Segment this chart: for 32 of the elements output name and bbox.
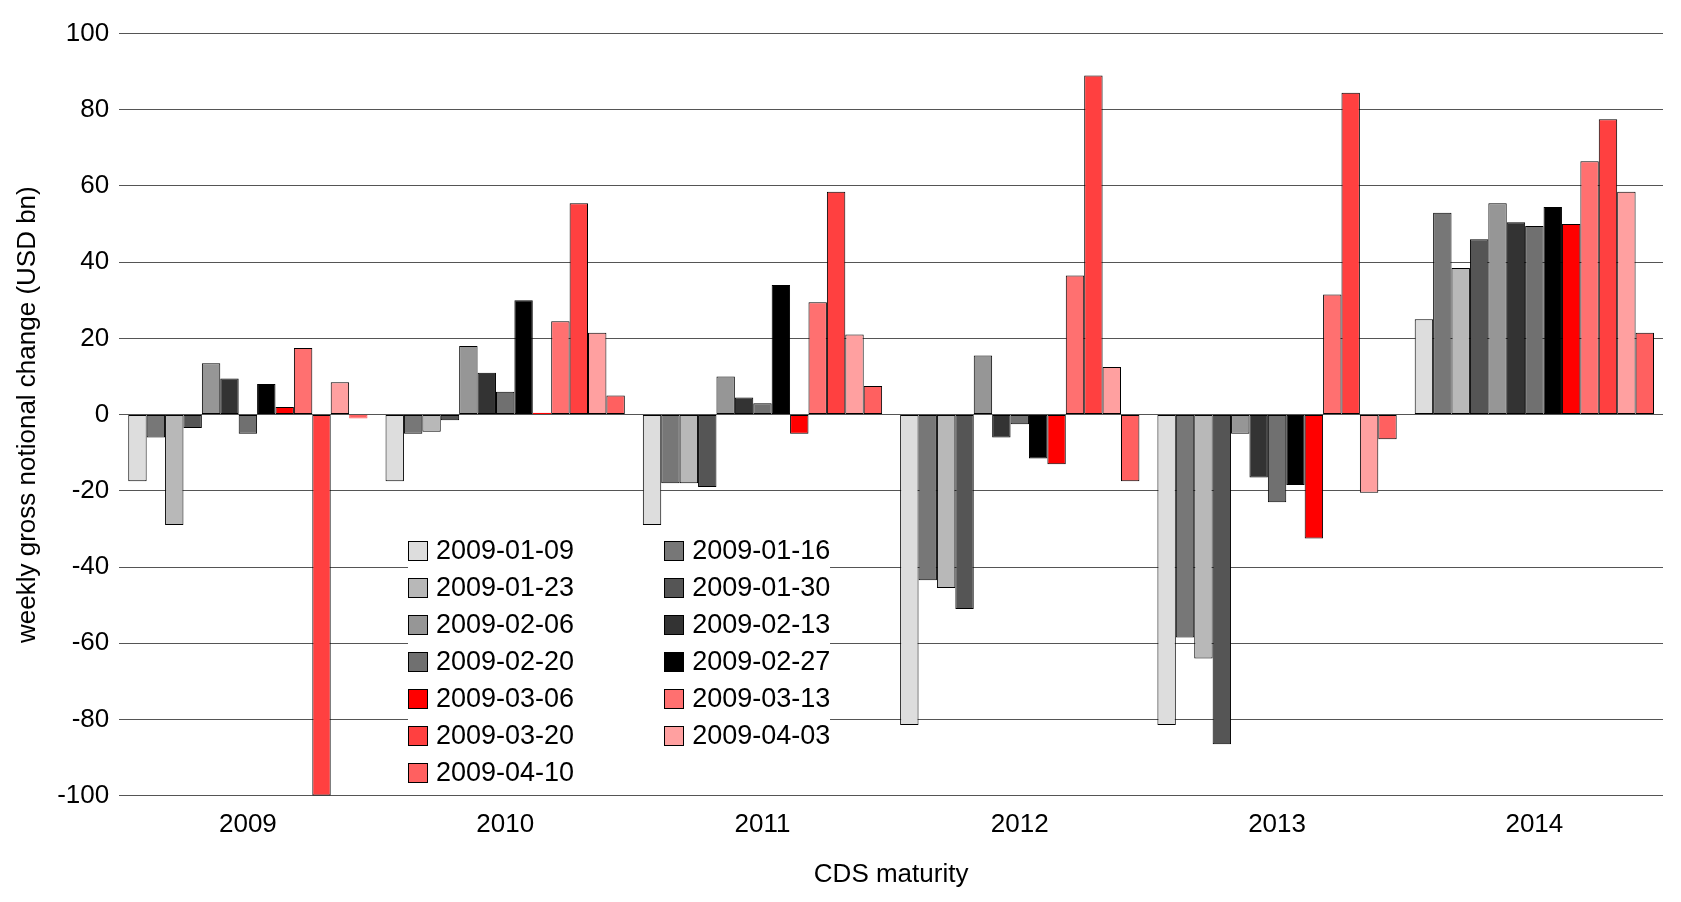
legend-label: 2009-04-03 [692,719,831,752]
legend-label: 2009-01-30 [692,571,831,604]
y-tick-label: 80 [80,92,110,123]
legend-label: 2009-02-06 [436,608,575,641]
legend-label: 2009-01-16 [692,534,831,567]
legend-label: 2009-02-20 [436,645,575,678]
x-tick-label: 2013 [1248,808,1306,839]
x-axis-title: CDS maturity [813,857,969,888]
x-tick-label: 2010 [476,808,535,839]
legend-label: 2009-01-23 [436,571,575,604]
x-tick-label: 2009 [218,808,277,839]
legend-label: 2009-02-13 [692,608,831,641]
legend-label: 2009-01-09 [436,534,575,567]
y-tick-label: -100 [57,778,110,809]
legend-label: 2009-04-10 [436,756,575,789]
x-tick-label: 2012 [990,808,1049,839]
x-tick-label: 2011 [734,808,791,839]
y-tick-label: 0 [94,397,110,428]
y-tick-label: 40 [80,245,110,276]
y-tick-label: 20 [80,321,110,352]
legend-label: 2009-03-20 [436,719,575,752]
y-tick-label: -60 [71,626,110,657]
legend-label: 2009-02-27 [692,645,831,678]
y-tick-label: -80 [71,702,110,733]
y-tick-label: -40 [71,550,110,581]
y-tick-label: 100 [65,16,110,47]
y-axis-title: weekly gross notional change (USD bn) [10,186,41,644]
legend-label: 2009-03-13 [692,682,831,715]
x-tick-label: 2014 [1505,808,1564,839]
y-tick-label: 60 [80,169,110,200]
y-tick-label: -20 [71,473,110,504]
legend-label: 2009-03-06 [436,682,575,715]
